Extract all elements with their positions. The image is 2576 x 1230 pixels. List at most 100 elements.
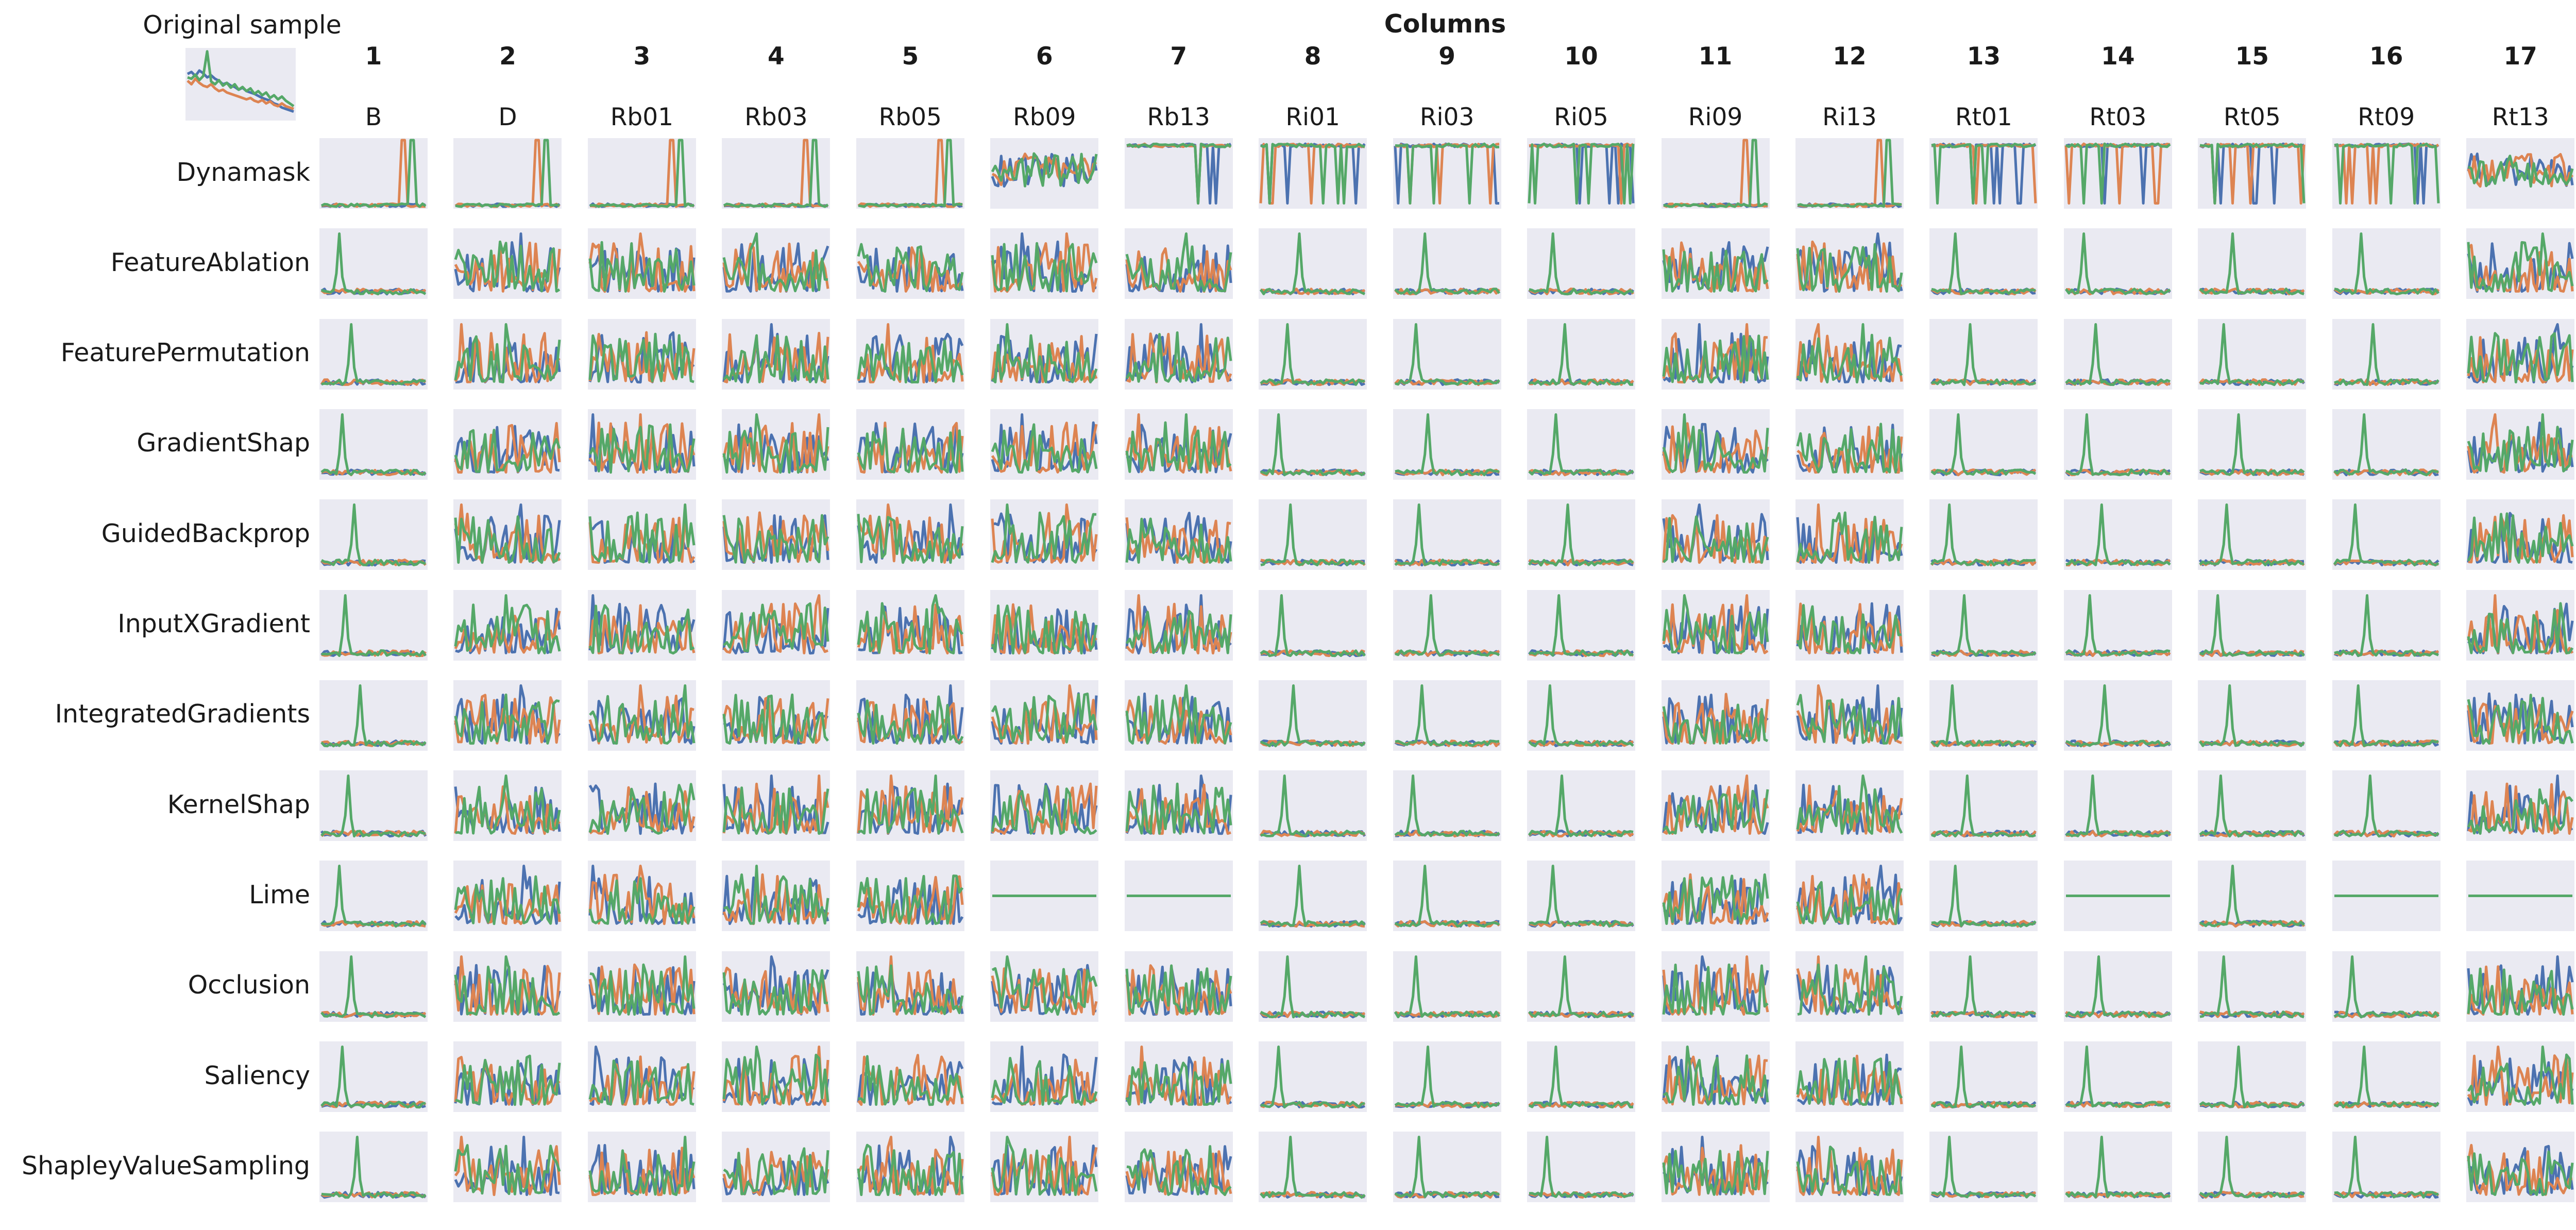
panel-integratedgradients-rb09 (990, 680, 1099, 751)
series-3-line (1796, 511, 1903, 564)
panel-saliency-rb03 (722, 1041, 831, 1112)
panel-integratedgradients-ri05 (1527, 680, 1636, 751)
row-label-lime: Lime (249, 880, 310, 909)
series-3-line (588, 604, 695, 654)
panel-inputxgradient-rt13 (2466, 589, 2575, 661)
series-2-line (1260, 468, 1365, 476)
series-3-line (1796, 774, 1903, 835)
series-3-line (2199, 865, 2306, 928)
panel-guidedbackprop-ri09 (1661, 499, 1770, 570)
series-2-line (320, 830, 427, 837)
series-3-line (1796, 323, 1903, 383)
panel-dynamask-rb05 (856, 138, 964, 209)
panel-saliency-rb01 (587, 1041, 696, 1112)
series-3-line (455, 774, 561, 835)
series-3-line (320, 139, 427, 208)
panel-featurepermutation-rt09 (2332, 318, 2441, 390)
series-2-line (2467, 782, 2574, 835)
panel-featurepermutation-rt13 (2466, 318, 2575, 390)
series-2-line (1796, 684, 1902, 745)
panel-kernelshap-rb03 (722, 770, 831, 841)
series-3-line (1796, 603, 1902, 654)
series-3-line (1662, 515, 1769, 564)
series-2-line (2467, 697, 2574, 745)
series-2-line (2467, 1046, 2574, 1106)
series-2-line (1395, 739, 1500, 747)
series-3-line (1663, 139, 1768, 208)
series-2-line (991, 1136, 1098, 1197)
series-3-line (1930, 684, 2037, 747)
panel-featureablation-rb13 (1124, 228, 1233, 299)
series-3-line (722, 514, 829, 564)
panel-inputxgradient-rb03 (722, 589, 831, 661)
series-3-line (2467, 155, 2574, 188)
panel-integratedgradients-rt01 (1929, 680, 2038, 751)
column-name-rb01: Rb01 (610, 103, 674, 131)
series-2-line (454, 883, 561, 925)
column-number-8: 8 (1304, 42, 1321, 71)
series-3-line (321, 594, 427, 657)
panel-saliency-rt13 (2466, 1041, 2575, 1112)
series-3-line (991, 785, 1097, 835)
panel-dynamask-rb01 (587, 138, 696, 209)
series-2-line (722, 243, 829, 293)
series-2-line (722, 696, 829, 744)
panel-featurepermutation-rt03 (2063, 318, 2172, 390)
series-3-line (1125, 782, 1232, 835)
series-3-line (320, 774, 426, 838)
series-3-line (454, 1144, 561, 1196)
series-3-line (1797, 139, 1902, 208)
series-2-line (320, 1101, 427, 1108)
panel-lime-rb01 (587, 861, 696, 932)
panel-guidedbackprop-rb09 (990, 499, 1099, 570)
panel-featurepermutation-rb05 (856, 318, 964, 390)
series-3-line (1662, 873, 1769, 925)
panel-saliency-rb13 (1124, 1041, 1233, 1112)
panel-inputxgradient-rb09 (990, 589, 1099, 661)
panel-occlusion-rb13 (1124, 951, 1233, 1022)
panel-saliency-ri05 (1527, 1041, 1636, 1112)
series-3-line (857, 1143, 964, 1197)
panel-shapleyvaluesampling-ri09 (1661, 1132, 1770, 1203)
column-name-b: B (365, 103, 382, 131)
panel-integratedgradients-ri13 (1795, 680, 1904, 751)
series-3-line (588, 332, 694, 383)
series-2-line (1394, 649, 1500, 657)
panel-gradientshap-rb05 (856, 409, 964, 480)
panel-inputxgradient-ri01 (1259, 589, 1367, 661)
series-3-line (588, 783, 696, 835)
panel-featurepermutation-rt01 (1929, 318, 2038, 390)
panel-occlusion-ri01 (1259, 951, 1367, 1022)
series-3-line (1125, 684, 1232, 745)
series-3-line (2064, 232, 2171, 296)
panel-occlusion-rt01 (1929, 951, 2038, 1022)
panel-lime-rt09 (2332, 861, 2441, 932)
series-3-line (1394, 865, 1500, 928)
panel-guidedbackprop-ri01 (1259, 499, 1367, 570)
row-label-guidedbackprop: GuidedBackprop (101, 518, 310, 548)
panel-featurepermutation-rb03 (722, 318, 831, 390)
series-2-line (857, 246, 963, 293)
series-3-line (1796, 1145, 1903, 1197)
panel-occlusion-rt05 (2198, 951, 2307, 1022)
panel-inputxgradient-rb13 (1124, 589, 1233, 661)
series-3-line (2334, 1136, 2438, 1199)
panel-gradientshap-rb13 (1124, 409, 1233, 480)
series-3-line (1662, 594, 1769, 654)
column-number-9: 9 (1438, 42, 1455, 71)
panel-integratedgradients-ri01 (1259, 680, 1367, 751)
series-2-line (589, 786, 696, 835)
series-3-line (857, 695, 964, 745)
column-name-d: D (498, 103, 517, 131)
panel-guidedbackprop-rt03 (2063, 499, 2172, 570)
panel-lime-d (453, 861, 562, 932)
panel-saliency-rt09 (2332, 1041, 2441, 1112)
series-3-line (991, 1136, 1098, 1197)
series-3-line (1395, 684, 1499, 747)
column-number-14: 14 (2101, 42, 2135, 71)
panel-gradientshap-ri01 (1259, 409, 1367, 480)
panel-lime-ri05 (1527, 861, 1636, 932)
panel-featurepermutation-ri09 (1661, 318, 1770, 390)
panel-shapleyvaluesampling-ri01 (1259, 1132, 1367, 1203)
panel-dynamask-ri09 (1661, 138, 1770, 209)
